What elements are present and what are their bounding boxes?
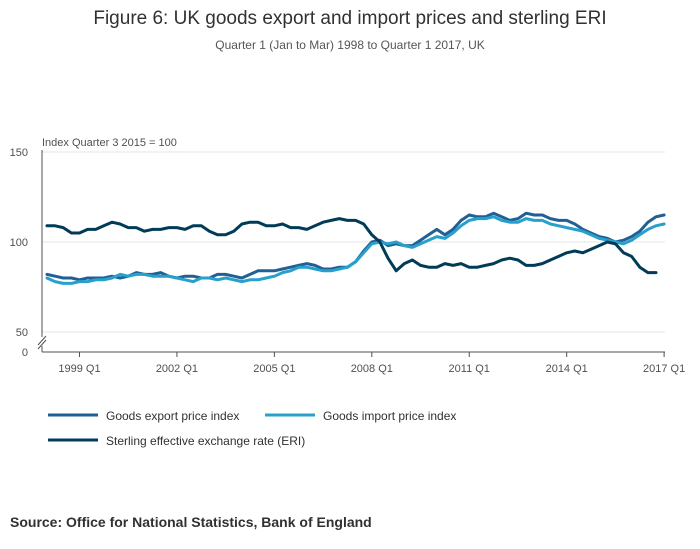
series-line-eri	[45, 217, 658, 275]
y-tick-label: 0	[22, 347, 28, 359]
axes	[37, 150, 665, 353]
legend-label-import: Goods import price index	[323, 409, 456, 423]
chart-subtitle: Quarter 1 (Jan to Mar) 1998 to Quarter 1…	[215, 38, 485, 52]
legend-label-eri: Sterling effective exchange rate (ERI)	[106, 434, 305, 448]
y-tick-label: 50	[16, 327, 28, 339]
x-axis-ticks: 1999 Q1 2002 Q1 2005 Q1 2008 Q1 2011 Q1 2014 …	[58, 352, 685, 375]
axis-break-mark	[37, 339, 47, 350]
chart-title: Figure 6: UK goods export and import pri…	[93, 8, 607, 29]
axis-break-mark	[37, 335, 47, 346]
x-tick-label: 2005 Q1	[253, 363, 295, 375]
y-axis-label: Index Quarter 3 2015 = 100	[42, 137, 177, 149]
legend: Goods export price index Goods import pr…	[48, 409, 456, 448]
y-tick-label: 150	[10, 147, 28, 159]
x-tick-label: 2008 Q1	[351, 363, 393, 375]
legend-label-export: Goods export price index	[106, 409, 239, 423]
series-line-import	[45, 215, 666, 285]
x-tick-label: 2014 Q1	[546, 363, 588, 375]
gridlines	[42, 151, 665, 333]
y-tick-label: 100	[10, 237, 28, 249]
series-line-export	[45, 211, 666, 282]
x-tick-label: 1999 Q1	[58, 363, 100, 375]
x-tick-label: 2011 Q1	[449, 363, 490, 375]
x-tick-label: 2002 Q1	[156, 363, 198, 375]
x-tick-label: 2017 Q1	[643, 363, 685, 375]
series-lines	[45, 211, 666, 285]
source-note: Source: Office for National Statistics, …	[10, 514, 372, 530]
y-axis-ticks: 150 100 50 0	[10, 147, 28, 359]
